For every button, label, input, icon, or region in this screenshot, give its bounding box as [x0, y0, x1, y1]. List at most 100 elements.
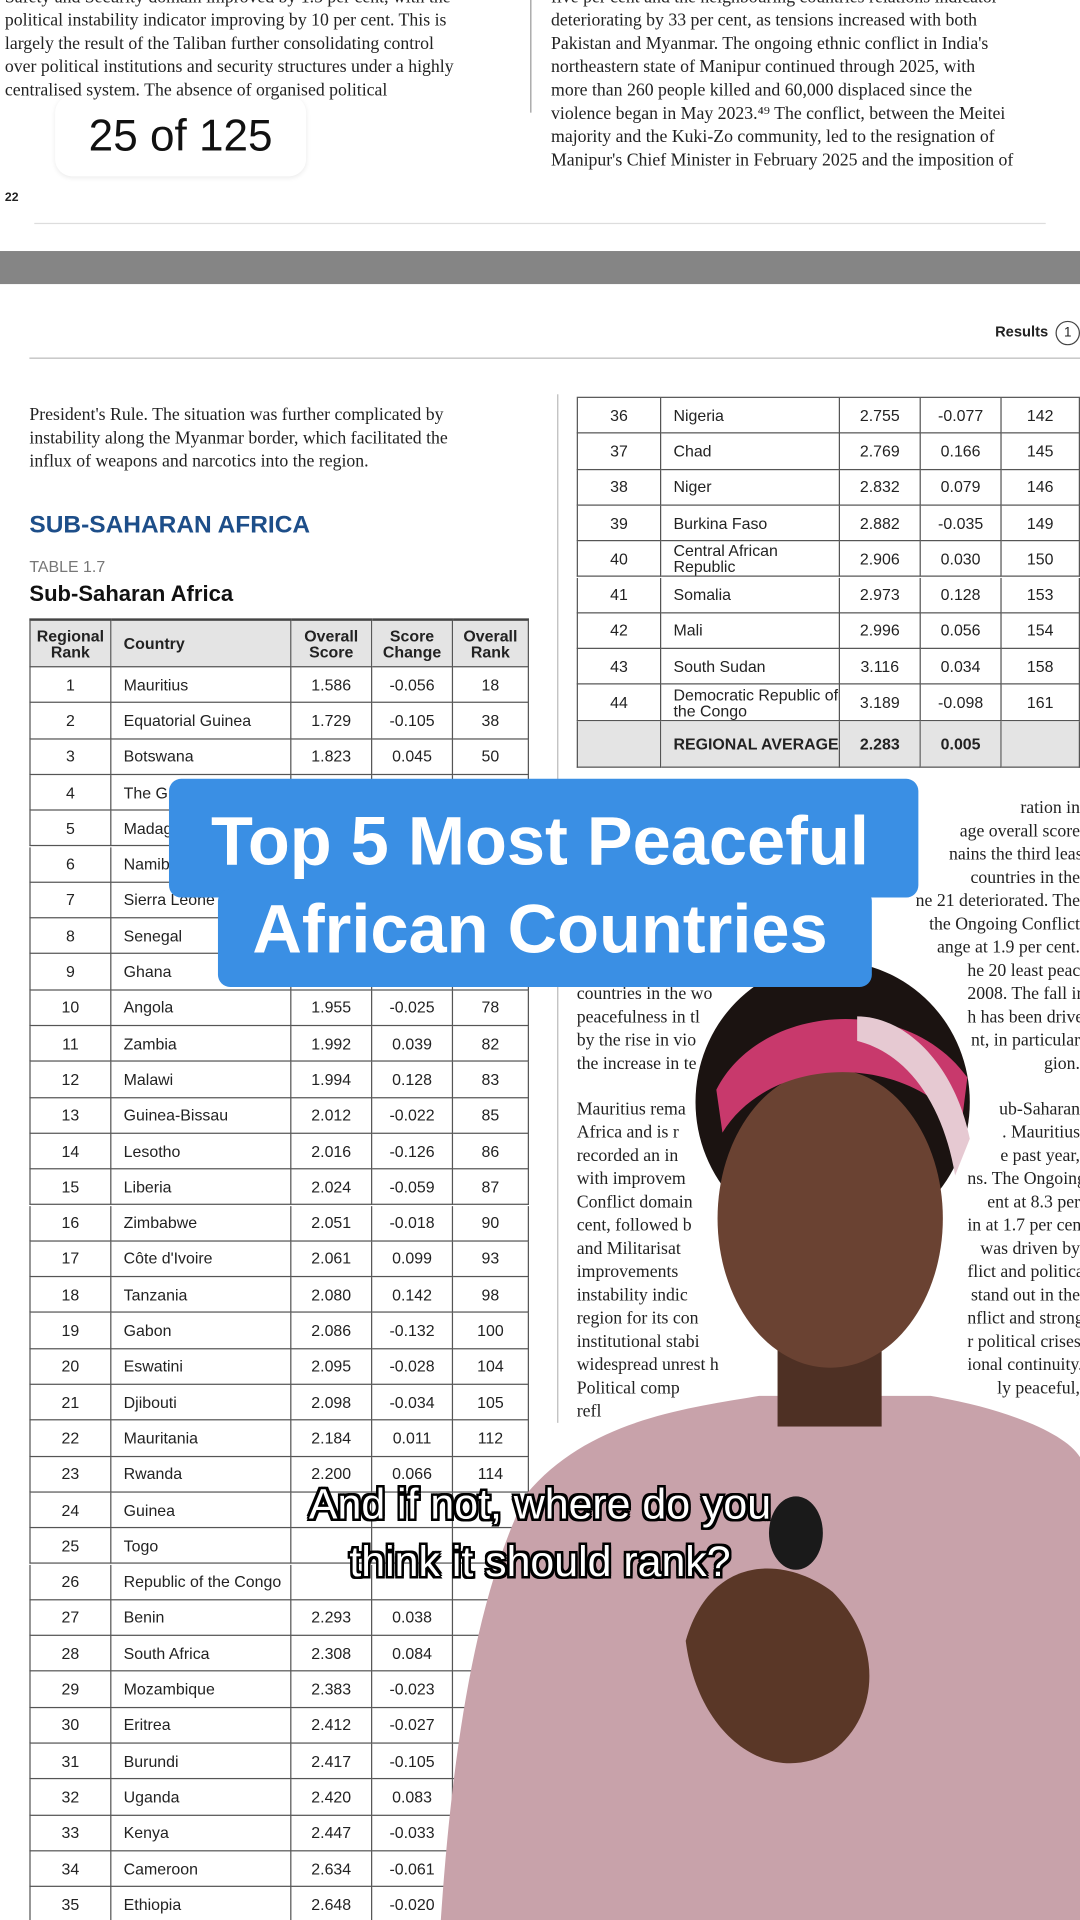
section-heading: SUB-SAHARAN AFRICA [29, 511, 311, 539]
table-cell: Niger [661, 469, 840, 506]
table-cell: 28 [29, 1636, 112, 1672]
table-header: Overall Rank [453, 618, 529, 668]
table-cell: 29 [29, 1671, 112, 1708]
table-cell: Mauritania [111, 1420, 292, 1457]
table-cell: Mali [661, 613, 840, 650]
paragraph-line: over political institutions and security… [4, 57, 454, 78]
table-header: Score Change [372, 618, 454, 668]
paragraph-fragment: ange at 1.9 per cent. [937, 937, 1080, 958]
table-cell: 145 [1001, 433, 1080, 470]
table-cell: Burundi [111, 1743, 292, 1780]
table-cell: 10 [29, 990, 112, 1027]
table-cell: 153 [1001, 577, 1080, 614]
paragraph-fragment: Mauritius rema [576, 1099, 686, 1120]
table-cell: 146 [1001, 469, 1080, 506]
table-cell: 3.116 [840, 649, 921, 685]
table-cell: 2.051 [291, 1205, 373, 1242]
table-cell: 0.034 [920, 649, 1002, 685]
paragraph-fragment: ly peaceful, [997, 1378, 1080, 1399]
paragraph-fragment: ne 21 deteriorated. The [915, 891, 1080, 912]
table-cell: Togo [111, 1528, 292, 1565]
table-cell [372, 1492, 454, 1529]
table-cell: 0.128 [920, 577, 1002, 614]
table-cell: 1.586 [291, 667, 373, 704]
table-cell: 42 [576, 613, 662, 650]
paragraph-fragment: ional continuity. [967, 1355, 1080, 1376]
table-cell: 93 [453, 1241, 529, 1278]
table-cell: Cameroon [111, 1851, 292, 1888]
table-cell: 87 [453, 1169, 529, 1206]
table-cell [576, 720, 662, 768]
table-cell: -0.018 [372, 1205, 454, 1242]
table-cell [372, 1528, 454, 1565]
table-cell: 44 [576, 684, 662, 721]
paragraph-fragment: and Militarisat [576, 1239, 681, 1259]
table-cell [291, 1564, 373, 1601]
table-cell: 38 [453, 703, 529, 740]
table-cell: 2.420 [291, 1779, 373, 1816]
table-cell: Eswatini [111, 1349, 292, 1385]
table-cell: 2.061 [291, 1241, 373, 1278]
table-cell: 2.973 [840, 577, 921, 614]
table-cell: 78 [453, 990, 529, 1027]
table-cell: -0.105 [372, 703, 454, 740]
table-cell: 2.016 [291, 1133, 373, 1170]
table-cell: 0.011 [372, 1420, 454, 1457]
table-cell: 41 [576, 577, 662, 614]
table-cell: 2.098 [291, 1384, 373, 1421]
table-cell [1001, 720, 1080, 768]
table-cell: 2 [29, 703, 112, 740]
paragraph-fragment: Africa and is r [576, 1122, 679, 1143]
table-cell: Côte d'Ivoire [111, 1241, 292, 1278]
table-cell: Burkina Faso [661, 505, 840, 542]
table-cell: 1.994 [291, 1061, 373, 1098]
paragraph-fragment: Political comp [576, 1378, 680, 1399]
paragraph-fragment: recorded an in [576, 1146, 679, 1166]
table-cell: 0.142 [372, 1277, 454, 1314]
paragraph-fragment: refl [576, 1402, 602, 1422]
table-cell: 2.755 [840, 397, 921, 434]
table-cell [372, 1564, 454, 1601]
presenter-shape [685, 1568, 870, 1764]
paragraph-line: majority and the Kuki-Zo community, led … [551, 127, 995, 147]
paragraph-fragment: ent at 8.3 per [987, 1192, 1080, 1213]
paragraph-line: instability along the Myanmar border, wh… [29, 428, 448, 449]
table-cell: 2.024 [291, 1169, 373, 1206]
table-cell: -0.077 [920, 397, 1002, 434]
table-cell: 1.955 [291, 990, 373, 1027]
paragraph-fragment: ns. The Ongoing [967, 1169, 1080, 1189]
paragraph-line: deteriorating by 33 per cent, as tension… [551, 11, 978, 31]
table-cell: 0.128 [372, 1061, 454, 1098]
paragraph-line: Manipur's Chief Minister in February 202… [551, 150, 1014, 171]
table-cell: Uganda [111, 1779, 292, 1816]
table-cell: 149 [1001, 505, 1080, 542]
table-cell: 0.056 [920, 613, 1002, 650]
table-cell: -0.023 [372, 1671, 454, 1708]
table-cell: Guinea [111, 1492, 292, 1529]
table-cell: Nigeria [661, 397, 840, 434]
table-cell: 2.906 [840, 541, 921, 578]
table-cell: 21 [29, 1384, 112, 1421]
paragraph-fragment: institutional stabi [576, 1332, 700, 1352]
paragraph-fragment: r political crises or [967, 1332, 1080, 1352]
paragraph-line: largely the result of the Taliban furthe… [4, 34, 434, 54]
table-cell: Chad [661, 433, 840, 470]
table-cell: 35 [29, 1887, 112, 1920]
table-cell: Botswana [111, 739, 292, 775]
table-cell: Rwanda [111, 1456, 292, 1493]
paragraph-fragment: age overall score [959, 821, 1080, 842]
table-cell: 2.184 [291, 1420, 373, 1457]
table-top [576, 396, 1080, 398]
table-cell: Gabon [111, 1313, 292, 1350]
page-card-edge [34, 222, 1046, 225]
presenter-shape [857, 1016, 970, 1176]
table-cell: -0.034 [372, 1384, 454, 1421]
table-cell: 85 [453, 1097, 529, 1134]
table-cell: 36 [576, 397, 662, 434]
table-cell: South Africa [111, 1636, 292, 1672]
gray-band [0, 251, 1080, 285]
table-cell: 1.729 [291, 703, 373, 740]
paragraph-line: centralised system. The absence of organ… [4, 80, 388, 101]
table-cell: 40 [576, 541, 662, 578]
